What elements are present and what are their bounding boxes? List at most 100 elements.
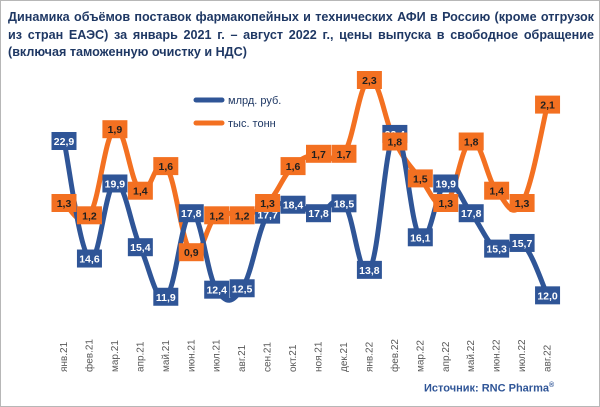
data-label-box-1 (153, 287, 179, 306)
data-label-1: 16,1 (410, 232, 431, 244)
data-label-2: 1,7 (337, 149, 352, 161)
data-label-box-2 (178, 243, 204, 262)
data-label-2: 1,4 (489, 186, 504, 198)
data-label-1: 17,8 (461, 208, 482, 220)
data-label-2: 1,7 (311, 149, 326, 161)
x-tick-label: дек.21 (339, 342, 350, 372)
data-label-box-1 (306, 204, 331, 223)
data-label-2: 1,2 (235, 210, 250, 222)
x-tick-label: янв.22 (364, 341, 375, 372)
data-label-box-2 (229, 206, 255, 225)
data-label-box-1 (127, 238, 153, 257)
chart-title: Динамика объёмов поставок фармакопейных … (8, 10, 594, 59)
data-label-box-2 (255, 194, 281, 212)
data-label-box-2 (153, 157, 179, 176)
data-label-1: 11,9 (156, 292, 176, 304)
x-tick-label: июл.21 (212, 339, 223, 372)
legend-label-1: млрд. руб. (228, 95, 281, 107)
data-label-2: 1,8 (464, 137, 479, 149)
x-tick-label: мар.21 (110, 340, 121, 372)
source-note: Источник: RNC Pharma® (424, 382, 554, 395)
x-tick-label: мар.22 (415, 340, 426, 372)
data-label-2: 1,3 (57, 198, 72, 210)
data-label-box-1 (229, 279, 255, 298)
data-label-1: 15,4 (130, 242, 151, 254)
data-label-1: 12,4 (206, 285, 227, 297)
data-label-1: 19,9 (436, 178, 457, 190)
x-tick-label: фев.21 (83, 339, 95, 372)
x-tick-label: май.21 (161, 340, 172, 372)
data-label-1: 18,4 (283, 200, 304, 212)
x-tick-label: янв.21 (59, 341, 70, 372)
data-label-box-1 (484, 239, 510, 258)
data-label-box-2 (102, 120, 128, 139)
data-label-box-2 (280, 157, 306, 176)
data-label-1: 12,5 (232, 283, 253, 295)
x-tick-label: апр.21 (135, 341, 146, 372)
data-label-1: 12,0 (537, 290, 558, 302)
data-label-2: 1,4 (133, 186, 148, 198)
data-label-2: 1,8 (388, 137, 403, 149)
data-label-2: 1,6 (286, 161, 301, 173)
data-label-box-1 (76, 249, 102, 268)
data-label-box-2 (306, 144, 331, 163)
data-label-box-2 (331, 144, 357, 163)
data-label-box-2 (76, 206, 102, 225)
data-label-1: 22,9 (54, 136, 75, 148)
data-label-1: 17,7 (257, 210, 278, 222)
data-label-box-2 (356, 71, 382, 89)
x-tick-label: июн.21 (186, 339, 197, 372)
data-label-2: 2,3 (362, 75, 377, 87)
data-label-1: 14,6 (79, 254, 100, 266)
x-tick-label: окт.21 (288, 344, 299, 372)
source-text: Источник: RNC Pharma (424, 382, 549, 395)
data-label-box-2 (535, 95, 561, 114)
data-label-box-2 (127, 181, 153, 200)
data-label-box-1 (356, 260, 382, 279)
legend-label-2: тыс. тонн (228, 118, 276, 130)
data-label-box-1 (204, 280, 230, 299)
data-label-box-1 (433, 174, 459, 193)
data-label-box-2 (382, 132, 408, 151)
data-label-1: 19,9 (105, 178, 126, 190)
data-label-box-2 (433, 194, 459, 212)
data-label-box-1 (509, 233, 535, 252)
data-label-1: 17,8 (181, 208, 202, 220)
data-label-1: 13,8 (359, 265, 380, 277)
data-label-box-1 (458, 204, 484, 223)
data-label-2: 1,2 (209, 210, 224, 222)
data-label-2: 0,9 (184, 247, 199, 259)
data-label-box-1 (331, 194, 357, 213)
x-tick-label: сен.21 (263, 342, 274, 372)
data-label-box-1 (102, 174, 128, 193)
data-label-box-1 (51, 132, 77, 150)
data-label-box-2 (204, 206, 230, 225)
series-line-2 (61, 77, 550, 257)
data-label-2: 1,2 (82, 210, 97, 222)
data-label-box-1 (280, 195, 306, 214)
data-label-box-1 (407, 228, 433, 247)
data-label-2: 1,3 (260, 198, 275, 210)
data-label-box-2 (509, 194, 535, 212)
x-tick-label: фев.22 (389, 339, 401, 372)
data-label-1: 15,3 (486, 244, 507, 256)
registered-mark: ® (548, 382, 555, 389)
data-label-2: 1,6 (158, 161, 173, 173)
x-tick-label: авг.21 (237, 344, 248, 372)
data-label-box-1 (178, 204, 204, 223)
data-label-box-2 (458, 132, 484, 151)
x-tick-label: июл.22 (517, 339, 528, 372)
data-label-2: 1,5 (413, 173, 428, 185)
data-label-box-2 (51, 194, 77, 212)
data-label-2: 2,1 (540, 100, 555, 112)
data-label-box-2 (484, 181, 510, 200)
x-tick-label: июн.22 (492, 339, 503, 372)
data-label-box-1 (535, 286, 561, 305)
data-label-1: 15,7 (512, 238, 533, 250)
data-label-1: 17,8 (308, 208, 329, 220)
data-label-2: 1,3 (515, 198, 530, 210)
data-label-2: 1,3 (438, 198, 453, 210)
data-label-1: 18,5 (334, 198, 355, 210)
data-label-box-2 (407, 169, 433, 188)
